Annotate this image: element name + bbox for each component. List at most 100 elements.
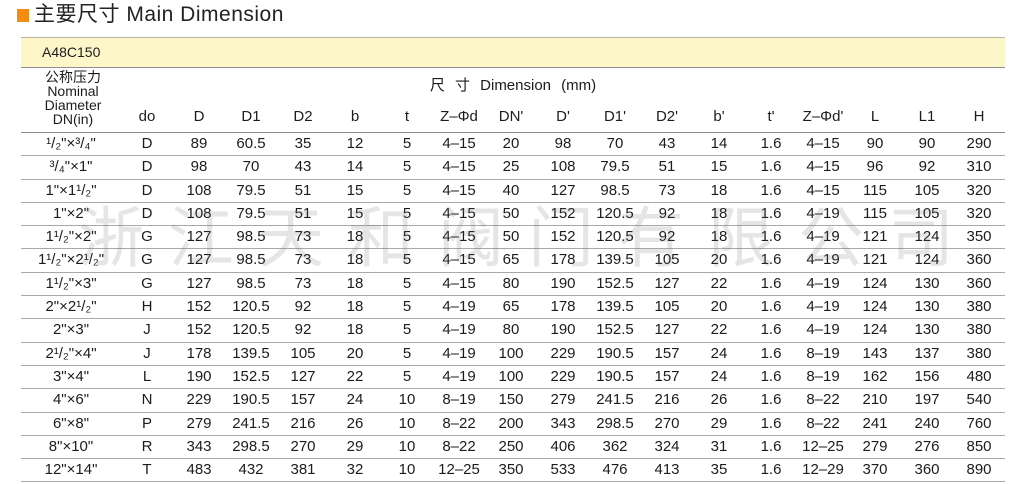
model-band: A48C150 [21, 37, 1005, 68]
dimension-cell: 4–15 [442, 251, 476, 269]
dimension-cell: 4–15 [442, 204, 476, 222]
dimension-cell: 4–19 [442, 321, 476, 339]
dimension-cell: 130 [914, 274, 940, 292]
dimension-cell: 197 [914, 391, 940, 409]
dimension-cell: 1.6 [760, 251, 782, 269]
dimension-cell: 139.5 [596, 251, 634, 269]
column-label: t' [767, 108, 775, 125]
dimension-cell: 533 [550, 461, 576, 479]
dimension-cell: 10 [398, 414, 416, 432]
dimension-cell: 8–22 [806, 391, 840, 409]
dimension-cell: 210 [862, 391, 888, 409]
column-label-row: do D D1 D2 b t Z–Φd DN' D' D1' D2' b' t' Z–Φd' L L1 H [121, 106, 1005, 128]
dimension-cell: L [142, 367, 152, 385]
dimension-cell: 51 [658, 158, 676, 176]
dimension-cell: 79.5 [600, 158, 630, 176]
dimension-cell: D [141, 158, 153, 176]
dimension-cell: 5 [402, 181, 412, 199]
table-body: ¹/₂"×³/₄" D 89 60.5 35 12 5 4–15 20 98 70 43 14 1.6 4–… [21, 133, 1005, 483]
dimension-cell: 240 [914, 414, 940, 432]
dimension-cell: 51 [294, 181, 312, 199]
dimension-cell: 12–29 [802, 461, 844, 479]
dimension-cell: 157 [654, 367, 680, 385]
dimension-cell: 29 [346, 437, 364, 455]
dimension-cell: 26 [346, 414, 364, 432]
dimension-cell: 350 [498, 461, 524, 479]
dimension-cell: 250 [498, 437, 524, 455]
dimension-cell: 22 [346, 367, 364, 385]
dimension-table: A48C150 公称压力 Nominal Diameter DN(in) 尺 寸… [21, 37, 1005, 483]
nominal-diameter-cell: 4"×6" [52, 391, 90, 409]
dimension-cell: 18 [346, 298, 364, 316]
dimension-cell: 10 [398, 437, 416, 455]
dimension-cell: 15 [346, 204, 364, 222]
column-label: DN' [498, 108, 524, 125]
dimension-cell: 760 [966, 414, 992, 432]
dimension-cell: 1.6 [760, 298, 782, 316]
dimension-cell: 190 [550, 274, 576, 292]
dimension-cell: 15 [346, 181, 364, 199]
dimension-cell: 98.5 [236, 274, 266, 292]
dimension-cell: T [142, 461, 152, 479]
dimension-cell: 24 [710, 344, 728, 362]
dimension-cell: 73 [294, 274, 312, 292]
column-label: D1 [241, 108, 261, 125]
dimension-cell: 18 [710, 228, 728, 246]
dimension-cell: 152 [186, 321, 212, 339]
dimension-cell: 43 [294, 158, 312, 176]
dimension-cell: 4–19 [806, 274, 840, 292]
dimension-cell: 115 [863, 204, 887, 222]
dimension-cell: 24 [346, 391, 364, 409]
dimension-cell: P [141, 414, 152, 432]
dimension-cell: 20 [710, 251, 728, 269]
dimension-cell: 270 [654, 414, 680, 432]
dimension-cell: 18 [346, 274, 364, 292]
dimension-cell: 1.6 [760, 344, 782, 362]
dimension-cell: 190.5 [596, 344, 634, 362]
dimension-cell: 152.5 [596, 321, 634, 339]
dimension-cell: 124 [862, 274, 888, 292]
dimension-cell: 229 [550, 344, 576, 362]
dimension-cell: N [141, 391, 153, 409]
table-row: 3"×4" L 190 152.5 127 22 5 4–19 100 229 190.5 157 24… [21, 366, 1005, 390]
dimension-cell: 14 [710, 135, 728, 152]
dimension-cell: 270 [290, 437, 316, 455]
dimension-cell: 1.6 [760, 461, 782, 479]
dimension-cell: 105 [290, 344, 316, 362]
dimension-cell: 362 [602, 437, 628, 455]
dimension-cell: 5 [402, 321, 412, 339]
dimension-cell: 324 [654, 437, 680, 455]
dimension-cell: 127 [290, 367, 316, 385]
dimension-cell: 35 [294, 135, 312, 152]
dimension-cell: 73 [658, 181, 676, 199]
table-row: 1¹/₂"×3" G 127 98.5 73 18 5 4–15 80 190 152.5 127 22… [21, 273, 1005, 297]
dimension-cell: 1.6 [760, 391, 782, 409]
dimension-cell: 98 [190, 158, 208, 176]
dimension-cell: 100 [498, 344, 524, 362]
dimension-cell: 1.6 [760, 135, 782, 152]
dimension-cell: 143 [862, 344, 888, 362]
dimension-cell: 4–15 [442, 135, 476, 152]
dimension-cell: 279 [862, 437, 888, 455]
dimension-cell: 279 [550, 391, 576, 409]
nominal-diameter-cell: ¹/₂"×³/₄" [46, 135, 96, 152]
column-label: Z–Φd [440, 108, 478, 125]
nominal-diameter-cell: 1¹/₂"×2¹/₂" [37, 251, 105, 269]
model-label: A48C150 [42, 44, 101, 60]
dimension-cell: 108 [550, 158, 576, 176]
dimension-cell: G [141, 228, 153, 246]
dimension-header-title: 尺 寸 Dimension (mm) [429, 77, 597, 94]
dimension-cell: 5 [402, 228, 412, 246]
dimension-cell: 1.6 [760, 181, 782, 199]
dimension-cell: 120.5 [596, 204, 634, 222]
dimension-cell: 70 [606, 135, 624, 152]
dimension-cell: 5 [402, 274, 412, 292]
dimension-cell: 120.5 [232, 321, 270, 339]
dimension-cell: 4–15 [806, 181, 840, 199]
dimension-cell: 1.6 [760, 204, 782, 222]
dimension-cell: 190.5 [232, 391, 270, 409]
dimension-cell: H [141, 298, 153, 316]
section-title: 主要尺寸 Main Dimension [34, 3, 284, 26]
dimension-cell: 15 [710, 158, 728, 176]
dimension-cell: 5 [402, 204, 412, 222]
